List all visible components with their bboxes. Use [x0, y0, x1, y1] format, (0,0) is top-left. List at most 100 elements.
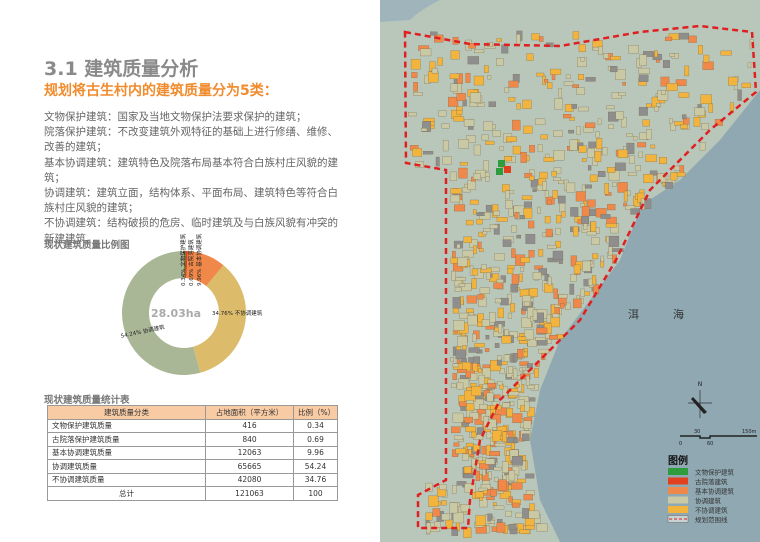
building	[520, 257, 530, 263]
building	[529, 175, 535, 181]
building	[508, 80, 519, 88]
building	[501, 44, 509, 54]
building	[475, 491, 484, 498]
building	[597, 118, 602, 125]
building	[543, 157, 555, 162]
pie-slice	[193, 265, 246, 373]
building	[442, 139, 449, 152]
building	[635, 165, 641, 172]
building	[516, 234, 522, 239]
building	[702, 61, 714, 70]
building	[674, 121, 684, 126]
building	[639, 54, 647, 66]
building	[608, 245, 613, 256]
building	[501, 335, 512, 344]
building	[474, 343, 485, 348]
building	[694, 107, 706, 116]
building	[437, 57, 443, 66]
building	[473, 356, 481, 364]
building	[496, 38, 502, 42]
building	[536, 339, 548, 346]
building	[452, 297, 461, 309]
table-row: 文物保护建筑质量 416 0.34	[47, 418, 338, 433]
building	[573, 298, 582, 309]
building	[497, 355, 502, 361]
building	[560, 303, 565, 309]
building	[497, 307, 504, 319]
building	[720, 50, 732, 56]
building	[450, 50, 460, 60]
building	[678, 32, 690, 40]
building	[604, 183, 609, 195]
building	[536, 523, 548, 532]
building	[546, 199, 552, 206]
building	[489, 520, 495, 524]
building	[638, 107, 648, 116]
building	[516, 478, 527, 483]
building	[492, 130, 501, 137]
building	[539, 171, 548, 179]
building	[482, 231, 488, 235]
building	[513, 368, 518, 379]
building	[557, 195, 566, 204]
building	[464, 483, 476, 493]
building	[493, 210, 501, 216]
building	[525, 525, 536, 530]
legend-item: 不协调建筑	[668, 506, 728, 515]
legend-label: 基本协调建筑	[695, 487, 735, 496]
building	[549, 335, 558, 340]
building	[492, 427, 497, 431]
building	[646, 103, 652, 108]
building	[547, 276, 552, 286]
building	[586, 231, 597, 236]
building	[528, 250, 535, 258]
building	[638, 151, 643, 158]
building	[485, 204, 492, 213]
building	[540, 134, 548, 140]
building	[519, 529, 530, 535]
building	[481, 446, 486, 455]
cell: 121063	[205, 486, 294, 501]
building	[430, 31, 438, 36]
building	[499, 146, 504, 151]
building	[485, 335, 490, 340]
table-row: 基本协调建筑质量 12063 9.96	[47, 445, 338, 460]
table-title: 现状建筑质量统计表	[44, 395, 130, 406]
building	[660, 90, 667, 95]
building	[545, 228, 553, 237]
building	[521, 195, 533, 200]
building	[563, 81, 574, 86]
building	[615, 111, 624, 120]
legend-swatch	[668, 487, 688, 494]
building	[528, 510, 540, 519]
cell: 协调建筑质量	[47, 459, 206, 474]
legend-label: 古院落建筑	[695, 477, 728, 486]
building	[450, 257, 458, 264]
building	[626, 133, 633, 137]
building	[525, 234, 536, 244]
building	[527, 407, 535, 417]
building	[584, 291, 590, 296]
building	[536, 72, 545, 77]
building	[523, 301, 530, 307]
building	[458, 283, 466, 287]
building	[434, 521, 441, 528]
building	[531, 33, 540, 41]
building	[483, 121, 493, 131]
scale-label: 30	[694, 429, 700, 435]
building	[474, 49, 485, 54]
building	[517, 336, 527, 341]
building	[479, 404, 488, 410]
building	[456, 93, 466, 101]
building	[472, 333, 477, 342]
building	[559, 201, 566, 213]
building	[481, 264, 487, 270]
chart-title: 现状建筑质量比例图	[44, 240, 130, 251]
building	[449, 73, 460, 80]
building	[520, 151, 527, 163]
building	[493, 505, 505, 510]
building	[528, 397, 536, 402]
building	[622, 81, 626, 86]
building	[572, 31, 580, 40]
building	[537, 144, 543, 153]
